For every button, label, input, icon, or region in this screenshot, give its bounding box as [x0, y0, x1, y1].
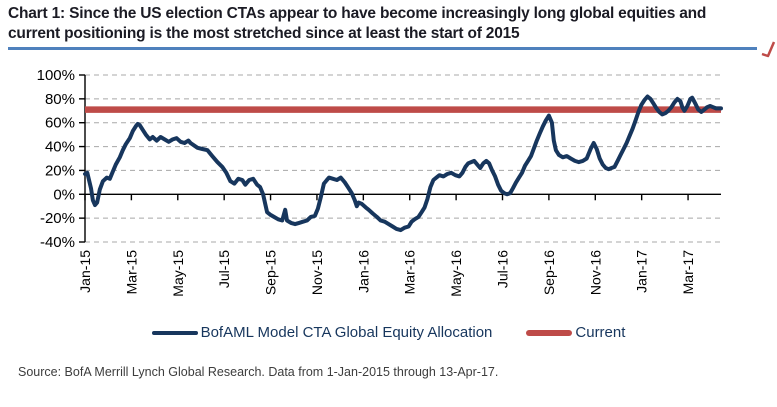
legend-label-allocation: BofAML Model CTA Global Equity Allocatio…: [200, 324, 493, 341]
x-axis-label: Mar-17: [680, 250, 696, 295]
y-axis-label: -20%: [40, 210, 75, 227]
chart-legend: BofAML Model CTA Global Equity Allocatio…: [0, 324, 777, 341]
y-axis-label: 20%: [45, 162, 75, 179]
title-underline: [8, 47, 757, 50]
source-text: Source: BofA Merrill Lynch Global Resear…: [18, 365, 499, 379]
current-line-swatch: [526, 329, 573, 336]
chart-title: Chart 1: Since the US election CTAs appe…: [8, 4, 768, 44]
y-axis-label: 40%: [45, 139, 75, 156]
allocation-line-swatch: [151, 330, 198, 335]
x-axis-label: Nov-16: [587, 250, 603, 295]
x-axis-label: Sep-16: [541, 250, 557, 295]
x-axis-label: Mar-15: [123, 250, 139, 295]
legend-label-current: Current: [575, 324, 626, 341]
x-axis-label: Jan-15: [77, 250, 93, 293]
x-axis-label: May-15: [170, 250, 186, 297]
x-axis-label: Mar-16: [402, 250, 418, 295]
chart-title-line2: current positioning is the most stretche…: [8, 25, 520, 42]
x-axis-label: Jul-15: [216, 250, 232, 288]
chart-title-line1: Chart 1: Since the US election CTAs appe…: [8, 5, 707, 22]
x-axis-label: Jan-16: [355, 250, 371, 293]
y-axis-label: -40%: [40, 234, 75, 251]
y-axis-label: 80%: [45, 91, 75, 108]
y-axis-label: 60%: [45, 115, 75, 132]
x-axis-label: May-16: [448, 250, 464, 297]
x-axis-label: Jul-16: [495, 250, 511, 288]
y-axis-label: 100%: [37, 67, 75, 84]
red-corner-mark: [761, 41, 776, 58]
y-axis-label: 0%: [53, 186, 75, 203]
x-axis-label: Jan-17: [634, 250, 650, 293]
x-axis-label: Nov-15: [309, 250, 325, 295]
legend-item-current: Current: [526, 324, 625, 341]
allocation-series-line: [83, 94, 723, 233]
legend-item-allocation: BofAML Model CTA Global Equity Allocatio…: [151, 324, 493, 341]
x-axis-label: Sep-15: [263, 250, 279, 295]
